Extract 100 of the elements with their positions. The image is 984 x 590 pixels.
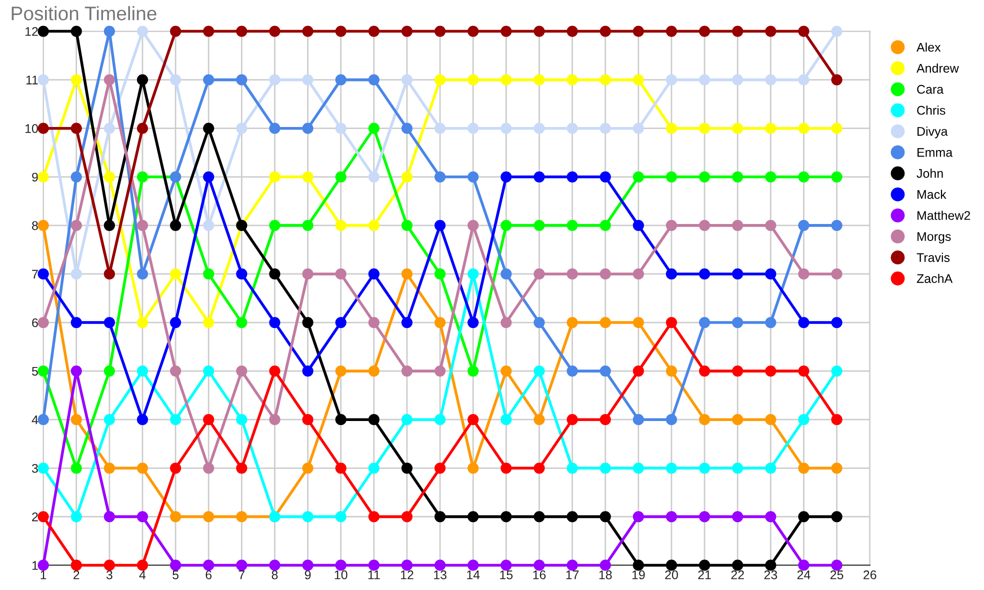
y-tick-label: 11 [26, 76, 38, 84]
point [765, 511, 776, 522]
point [335, 220, 346, 231]
point [104, 366, 115, 377]
point [698, 171, 710, 182]
point [566, 511, 578, 522]
point [401, 462, 413, 474]
point [136, 171, 148, 182]
point [203, 122, 214, 134]
point [831, 74, 842, 86]
point [632, 414, 644, 426]
point [698, 74, 710, 86]
point [666, 171, 678, 182]
point [732, 122, 744, 134]
point [468, 171, 479, 182]
x-tick-label: 2 [74, 570, 80, 580]
point [765, 268, 776, 280]
point [600, 268, 611, 280]
point [70, 366, 82, 377]
point [765, 171, 776, 182]
point [368, 268, 380, 280]
point [335, 366, 346, 377]
point [236, 414, 248, 426]
point [666, 26, 678, 37]
point [70, 171, 82, 182]
point [600, 414, 611, 426]
point [732, 316, 744, 328]
point [732, 74, 744, 86]
point [269, 560, 280, 571]
point [136, 366, 148, 377]
point [632, 220, 644, 231]
point [38, 220, 49, 231]
point [104, 220, 115, 231]
point [368, 560, 380, 571]
point [203, 414, 214, 426]
point [335, 316, 346, 328]
x-tick-label: 1 [40, 570, 46, 580]
x-tick-label: 11 [368, 570, 380, 580]
point [434, 220, 446, 231]
point [468, 268, 479, 280]
point [500, 316, 512, 328]
point [632, 122, 644, 134]
point [302, 511, 314, 522]
point [468, 414, 479, 426]
point [765, 220, 776, 231]
point [335, 560, 346, 571]
point [632, 511, 644, 522]
x-tick-label: 15 [500, 570, 513, 580]
point [534, 462, 545, 474]
point [698, 220, 710, 231]
point [732, 414, 744, 426]
point [38, 74, 49, 86]
point [104, 26, 115, 37]
point [468, 220, 479, 231]
point [302, 560, 314, 571]
point [434, 366, 446, 377]
point [368, 122, 380, 134]
point [798, 366, 810, 377]
x-tick-label: 4 [139, 570, 146, 580]
point [269, 26, 280, 37]
point [236, 366, 248, 377]
point [765, 560, 776, 571]
point [534, 122, 545, 134]
point [434, 560, 446, 571]
point [666, 414, 678, 426]
point [798, 26, 810, 37]
point [666, 462, 678, 474]
point [666, 74, 678, 86]
point [831, 220, 842, 231]
point [401, 366, 413, 377]
point [666, 511, 678, 522]
legend-label: Divya [918, 126, 948, 138]
point [38, 171, 49, 182]
x-tick-label: 22 [731, 570, 744, 580]
point [434, 26, 446, 37]
point [831, 414, 842, 426]
point [136, 220, 148, 231]
point [798, 220, 810, 231]
point [302, 74, 314, 86]
legend-label: Andrew [916, 64, 959, 73]
legend-label: Alex [916, 42, 941, 52]
point [566, 316, 578, 328]
point [732, 366, 744, 377]
point [203, 26, 214, 37]
point [70, 414, 82, 426]
point [401, 171, 413, 182]
point [302, 26, 314, 37]
point [534, 316, 545, 328]
point [468, 316, 479, 328]
point [170, 74, 182, 86]
point [534, 511, 545, 522]
point [401, 414, 413, 426]
x-tick-label: 3 [106, 570, 112, 580]
legend-label: Mack [918, 190, 946, 199]
point [698, 462, 710, 474]
point [534, 26, 545, 37]
point [38, 268, 49, 280]
point [600, 171, 611, 182]
point [104, 122, 115, 134]
point [38, 366, 49, 377]
